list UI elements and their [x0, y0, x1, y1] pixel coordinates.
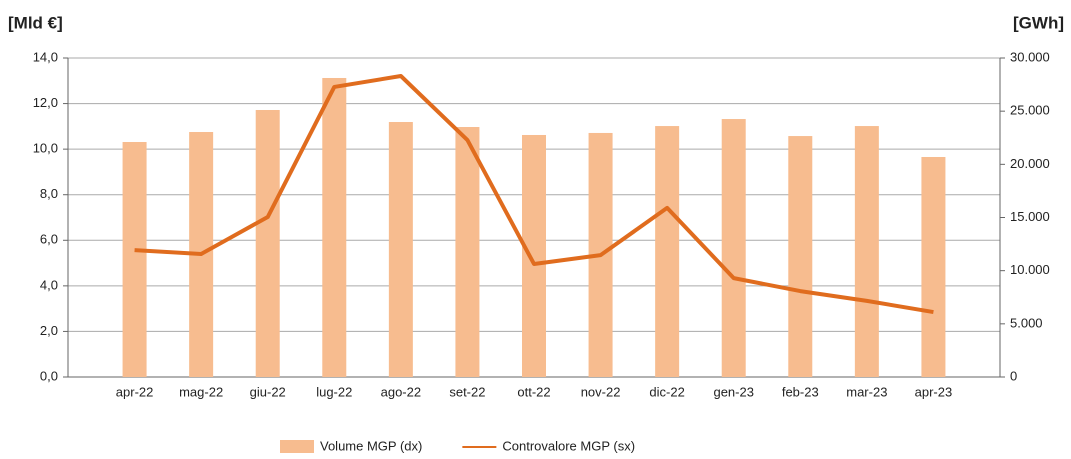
x-tick-label: nov-22	[581, 384, 621, 399]
x-tick-label: feb-23	[782, 384, 819, 399]
legend-swatch	[280, 440, 314, 453]
x-tick-label: dic-22	[649, 384, 684, 399]
y-tick-label: 14,0	[33, 49, 58, 64]
y-tick-label: 2,0	[40, 323, 58, 338]
x-tick-label: ott-22	[517, 384, 550, 399]
bar	[721, 119, 746, 377]
x-tick-label: apr-22	[116, 384, 154, 399]
bar	[655, 126, 680, 377]
x-tick-label: gen-23	[713, 384, 753, 399]
y2-tick-label: 30.000	[1010, 49, 1050, 64]
y-tick-label: 10,0	[33, 141, 58, 156]
bar	[455, 127, 480, 377]
y-tick-label: 4,0	[40, 277, 58, 292]
y-tick-label: 8,0	[40, 186, 58, 201]
x-tick-label: ago-22	[381, 384, 421, 399]
y2-tick-label: 10.000	[1010, 262, 1050, 277]
x-tick-label: apr-23	[915, 384, 953, 399]
x-tick-label: giu-22	[250, 384, 286, 399]
x-tick-label: set-22	[449, 384, 485, 399]
bar	[921, 156, 946, 377]
legend-label: Volume MGP (dx)	[320, 438, 422, 453]
y-tick-label: 12,0	[33, 95, 58, 110]
bar	[122, 142, 147, 377]
y-tick-label: 0,0	[40, 368, 58, 383]
bar	[255, 109, 280, 377]
bar	[522, 134, 546, 377]
y2-axis-title: [GWh]	[1013, 13, 1064, 32]
x-tick-label: mag-22	[179, 384, 223, 399]
line	[134, 74, 934, 315]
bar	[388, 122, 413, 377]
legend-label: Controvalore MGP (sx)	[502, 438, 635, 453]
bar	[322, 77, 347, 378]
x-tick-label: mar-23	[846, 384, 887, 399]
y2-tick-label: 15.000	[1010, 209, 1050, 224]
y-tick-label: 6,0	[40, 232, 58, 247]
bar	[788, 136, 813, 377]
x-tick-label: lug-22	[316, 384, 352, 399]
y2-tick-label: 20.000	[1010, 156, 1050, 171]
y-axis-title: [Mld €]	[8, 13, 63, 32]
y2-tick-label: 0	[1010, 368, 1017, 383]
bar	[854, 126, 879, 377]
y2-tick-label: 5.000	[1010, 315, 1043, 330]
y2-tick-label: 25.000	[1010, 103, 1050, 118]
